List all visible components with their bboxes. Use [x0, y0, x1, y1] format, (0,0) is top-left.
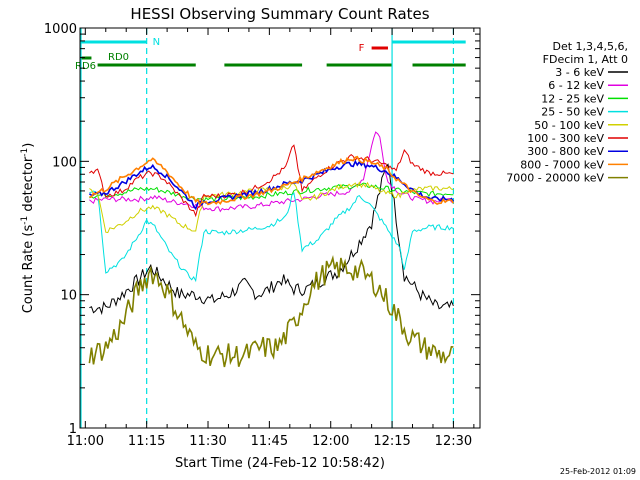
footer-date: 25-Feb-2012 01:09	[560, 467, 636, 476]
series-line-0	[89, 163, 454, 316]
y-axis-label: Count Rate (s-1 detector-1)	[20, 143, 36, 314]
y-tick-label: 1000	[44, 22, 77, 37]
legend-entry-label: 7000 - 20000 keV	[506, 172, 604, 185]
x-tick-label: 11:45	[251, 434, 288, 449]
x-tick-label: 11:00	[67, 434, 104, 449]
y-tick-label: 1	[69, 422, 77, 437]
series-line-7	[89, 155, 455, 206]
state-label-n: N	[153, 37, 160, 48]
y-label-part1: Count Rate (s	[21, 225, 36, 314]
y-label-part2: detector	[21, 156, 36, 216]
x-tick-label: 12:00	[312, 434, 349, 449]
y-label-sup2: -1	[20, 148, 30, 157]
series-line-3	[89, 190, 454, 283]
y-tick-label: 100	[52, 155, 77, 170]
x-tick-label: 12:15	[373, 434, 410, 449]
x-tick-label: 12:30	[435, 434, 472, 449]
series-line-5	[89, 144, 454, 218]
state-label-rd6: RD6	[75, 61, 96, 72]
legend-entry-label: 100 - 300 keV	[527, 132, 604, 145]
series-line-8	[88, 254, 454, 368]
state-label-rd0: RD0	[108, 52, 129, 63]
y-label-part3: )	[21, 143, 36, 148]
legend-header-line: Det 1,3,4,5,6,	[552, 40, 628, 53]
y-tick-label: 10	[60, 289, 77, 304]
axes: 11:00 11:15 11:30 11:45 12:00 12:15 12:30 1 10 10…	[44, 22, 481, 449]
legend-entry-label: 6 - 12 keV	[548, 79, 604, 92]
series-line-1	[89, 131, 454, 213]
series-line-2	[89, 182, 454, 203]
legend-entry-label: 3 - 6 keV	[555, 66, 604, 79]
legend-entry-label: 25 - 50 keV	[541, 106, 604, 119]
x-axis-label: Start Time (24-Feb-12 10:58:42)	[175, 456, 385, 471]
legend-entry-label: 300 - 800 keV	[527, 145, 604, 158]
y-label-sup1: -1	[20, 216, 30, 225]
legend-entry-label: 50 - 100 keV	[534, 119, 604, 132]
x-tick-label: 11:30	[189, 434, 226, 449]
plot-frame	[79, 27, 481, 429]
vertical-markers	[80, 28, 455, 428]
state-bars: N F RD0 RD6	[75, 37, 466, 72]
series-group	[88, 131, 455, 368]
x-tick-label: 11:15	[128, 434, 165, 449]
legend-entry-label: 800 - 7000 keV	[520, 158, 604, 171]
chart-title: HESSI Observing Summary Count Rates	[130, 5, 429, 23]
legend-header-line: FDecim 1, Att 0	[543, 53, 628, 66]
state-label-f: F	[359, 43, 365, 54]
legend-entry-label: 12 - 25 keV	[541, 92, 604, 105]
legend: Det 1,3,4,5,6,FDecim 1, Att 03 - 6 keV6 …	[506, 40, 628, 185]
